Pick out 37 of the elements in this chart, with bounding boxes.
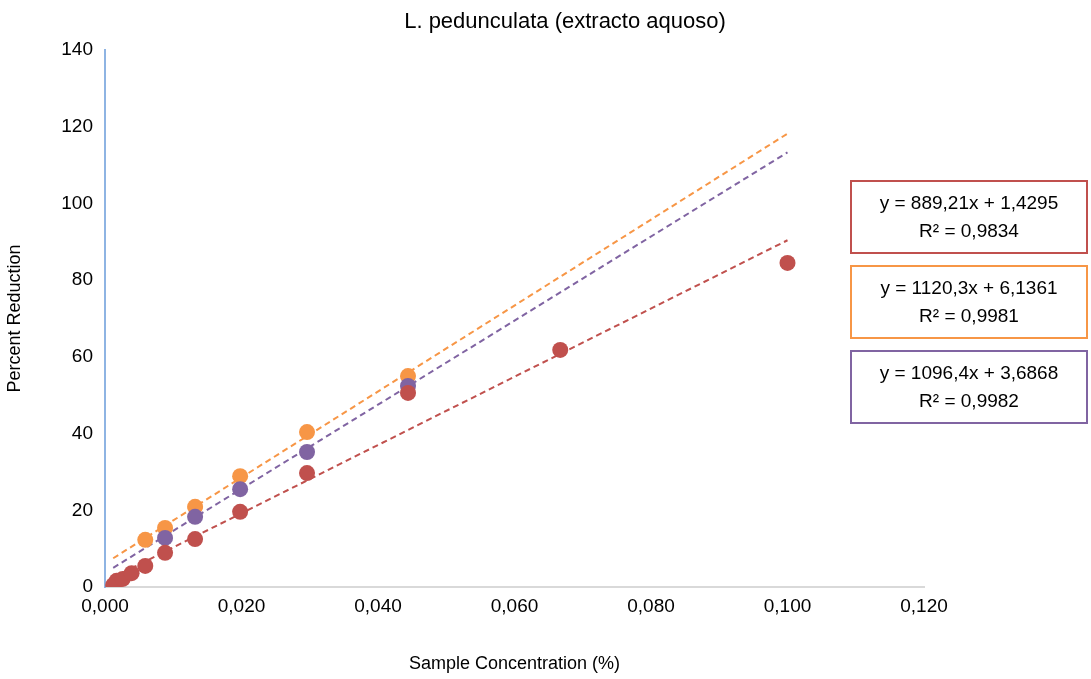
point <box>299 443 316 460</box>
x-axis-title: Sample Concentration (%) <box>408 653 621 674</box>
y-tick-label: 120 <box>61 114 93 136</box>
point <box>187 531 204 548</box>
y-tick-label: 20 <box>71 498 93 520</box>
x-tick-label: 0,080 <box>627 594 675 616</box>
point <box>157 529 174 546</box>
y-tick-label: 60 <box>71 345 93 367</box>
annotation: y = 1096,4x + 3,6868 R² = 0,9982 <box>850 350 1088 424</box>
point <box>137 531 154 548</box>
point <box>123 565 140 582</box>
y-tick-label: 40 <box>71 421 93 443</box>
point <box>400 384 417 401</box>
x-tick-label: 0,020 <box>217 594 266 616</box>
point <box>299 424 316 441</box>
point <box>137 557 154 574</box>
chart-title: L. pedunculata (extracto aquoso) <box>403 8 727 34</box>
x-tick-label: 0,100 <box>763 594 812 616</box>
y-tick-label: 100 <box>61 191 93 213</box>
point <box>299 465 316 482</box>
annotation: y = 889,21x + 1,4295 R² = 0,9834 <box>850 180 1088 254</box>
x-tick-label: 0,060 <box>490 594 539 616</box>
point <box>157 544 174 561</box>
point <box>187 508 204 525</box>
annotation: y = 1120,3x + 6,1361 R² = 0,9981 <box>850 265 1088 339</box>
point <box>552 341 569 358</box>
x-tick-label: 0,040 <box>354 594 402 616</box>
point <box>232 481 249 498</box>
x-tick-label: 0,000 <box>81 594 129 616</box>
point <box>232 503 249 520</box>
point <box>232 468 249 485</box>
point <box>779 254 796 271</box>
y-tick-label: 140 <box>61 38 93 60</box>
y-tick-label: 80 <box>71 268 93 290</box>
x-tick-label: 0,120 <box>900 594 948 616</box>
y-axis-title: Percent Reduction <box>3 244 24 393</box>
y-tick-label: 0 <box>82 575 93 597</box>
